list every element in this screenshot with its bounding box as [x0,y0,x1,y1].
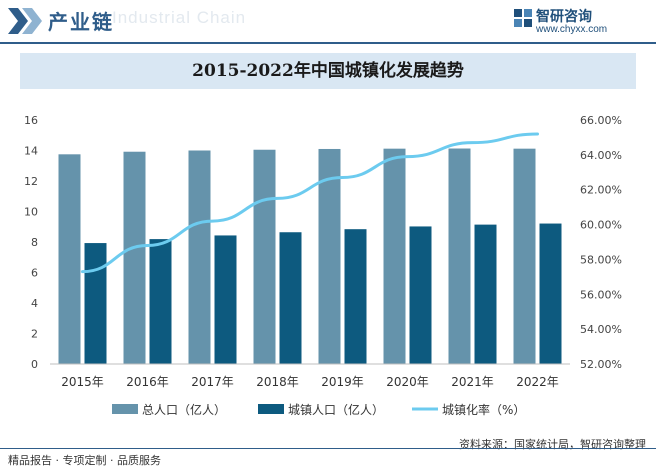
header-divider [0,42,656,44]
urbanization-rate-line [81,132,539,274]
legend-label: 城镇化率（%） [442,402,525,417]
legend-swatch [258,404,284,414]
urban-population-bar [149,239,172,364]
x-tick-label: 2020年 [386,375,429,389]
x-tick-label: 2019年 [321,375,364,389]
source-note: 资料来源：国家统计局，智研咨询整理 [459,438,646,451]
y-right-tick-label: 58.00% [580,253,622,266]
urban-population-bar [344,229,367,364]
y-left-tick-label: 0 [31,358,38,371]
y-right-tick-label: 56.00% [580,288,622,301]
legend-label: 城镇人口（亿人） [288,402,384,417]
total-population-bar [58,154,81,364]
x-tick-label: 2018年 [256,375,299,389]
y-right-tick-label: 52.00% [580,358,622,371]
header-watermark: Industrial Chain [112,8,247,27]
urban-population-bar [84,243,107,364]
y-left-tick-label: 14 [24,145,38,158]
brand-mark-icon [514,9,532,27]
total-population-bar [123,151,146,364]
chart-title-band: 2015-2022年中国城镇化发展趋势 [20,53,636,89]
y-left-tick-label: 6 [31,267,38,280]
x-tick-label: 2015年 [61,375,104,389]
legend-swatch [112,404,138,414]
chart-title: 2015-2022年中国城镇化发展趋势 [192,61,464,81]
x-tick-label: 2021年 [451,375,494,389]
urban-population-bar [409,226,432,364]
y-right-tick-label: 54.00% [580,323,622,336]
x-tick-label: 2016年 [126,375,169,389]
y-left-tick-label: 16 [24,114,38,127]
total-population-bar [513,148,536,364]
double-chevron-icon [8,8,42,34]
brand-url: www.chyxx.com [536,24,608,35]
brand-logo: 智研咨询 www.chyxx.com [514,6,644,40]
x-tick-label: 2017年 [191,375,234,389]
urban-population-bar [539,223,562,364]
y-left-tick-label: 10 [24,206,38,219]
total-population-bar [383,148,406,364]
footer-divider [0,448,656,449]
total-population-bar [448,148,471,364]
y-right-tick-label: 64.00% [580,149,622,162]
header: Industrial Chain 产业链 智研咨询 www.chyxx.com [0,0,656,42]
urban-population-bar [214,235,237,364]
total-population-bar [188,150,211,364]
y-right-tick-label: 66.00% [580,114,622,127]
y-left-tick-label: 8 [31,236,38,249]
legend-label: 总人口（亿人） [142,402,226,417]
y-right-tick-label: 60.00% [580,219,622,232]
y-left-tick-label: 2 [31,328,38,341]
footer-slogan: 精品报告 · 专项定制 · 品质服务 [8,454,161,467]
y-left-tick-label: 12 [24,175,38,188]
y-right-tick-label: 62.00% [580,184,622,197]
urban-population-bar [279,232,302,364]
urban-population-bar [474,224,497,364]
x-tick-label: 2022年 [516,375,559,389]
brand-name: 智研咨询 [536,9,592,25]
total-population-bar [318,148,341,364]
header-title: 产业链 [48,10,114,34]
total-population-bar [253,149,276,364]
y-left-tick-label: 4 [31,297,38,310]
